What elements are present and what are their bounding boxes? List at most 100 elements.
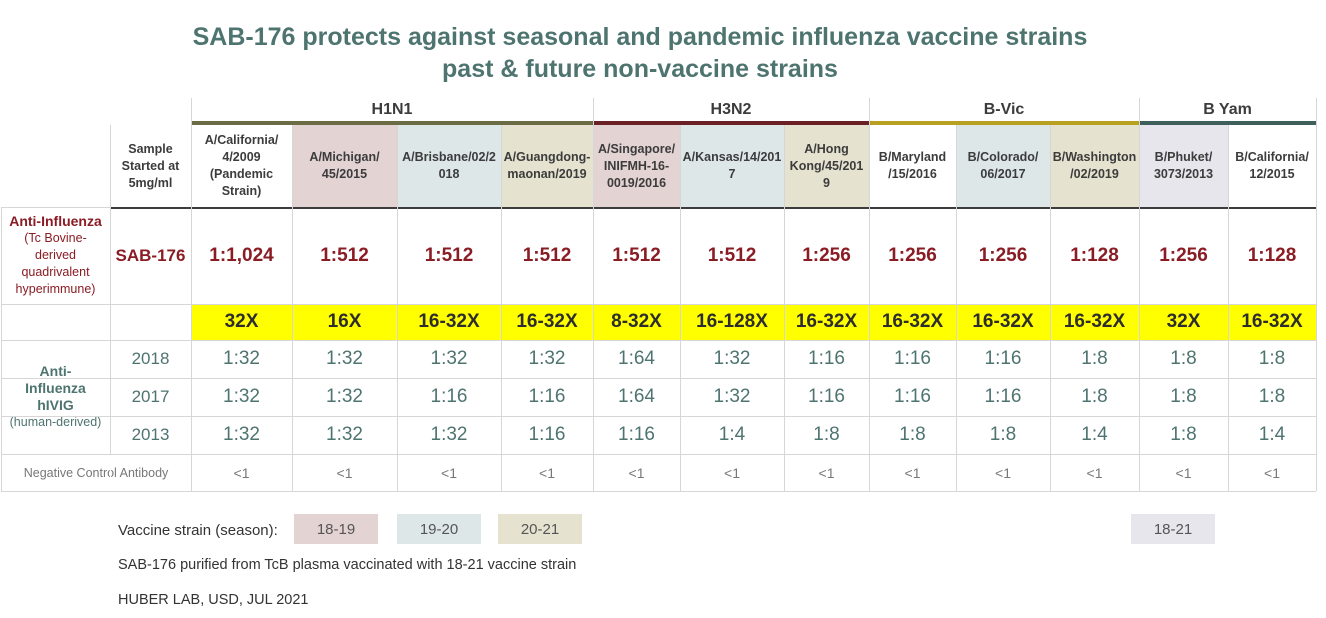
- sab176-titer: 1:256: [978, 244, 1028, 266]
- sab176-titer: 1:512: [320, 244, 369, 266]
- corner-header: Sample Started at 5mg/ml: [121, 141, 180, 190]
- strain-header-11: B/California/ 12/2015: [1235, 150, 1309, 181]
- hivig-titer: 1:4: [1081, 424, 1108, 445]
- hivig-titer: 1:32: [223, 386, 260, 407]
- hivig-titer: 1:64: [618, 348, 655, 369]
- fold-change: 32X: [191, 304, 292, 340]
- hivig-titer: 1:16: [430, 386, 468, 407]
- negative-titer: <1: [818, 464, 835, 481]
- hivig-titer: 1:32: [528, 348, 566, 369]
- hivig-titer: 1:32: [326, 424, 363, 445]
- fold-change: 16-32X: [501, 304, 593, 340]
- hivig-year-2018: 2018: [131, 349, 170, 368]
- hivig-titer: 1:32: [430, 348, 468, 369]
- hivig-titer: 1:8: [989, 424, 1017, 445]
- h-gridline-4: [1, 416, 1316, 417]
- hivig-titer: 1:8: [1258, 386, 1286, 407]
- hivig-year-2013: 2013: [131, 425, 170, 444]
- anti-influenza-label: Anti-Influenza (Tc Bovine-derived quadriv…: [1, 207, 110, 304]
- chart-title-line2: past & future non-vaccine strains: [442, 55, 838, 83]
- sab176-titer: 1:512: [522, 244, 572, 266]
- negative-titer: <1: [441, 464, 457, 481]
- hivig-titer: 1:16: [528, 386, 566, 407]
- v-gridline-5: [501, 125, 502, 491]
- group-underline-3: [1139, 121, 1316, 125]
- chart-title-line1: SAB-176 protects against seasonal and pa…: [192, 23, 1088, 51]
- h-gridline-6: [1, 491, 1316, 492]
- h-gridline-0: [110, 207, 1316, 209]
- footnote-lab: HUBER LAB, USD, JUL 2021: [118, 592, 309, 608]
- h-gridline-5: [1, 454, 1316, 455]
- strain-header-2: A/Brisbane/02/2 018: [397, 125, 501, 207]
- negative-titer: <1: [1175, 464, 1192, 481]
- sab176-titer: 1:512: [612, 244, 661, 266]
- v-gridline-0: [1, 207, 2, 491]
- legend-swatch-20-21: 20-21: [498, 514, 582, 544]
- hivig-subtitle: (human-derived): [9, 415, 102, 429]
- hivig-titer: 1:64: [618, 386, 655, 407]
- anti-influenza-title: Anti-Influenza: [9, 213, 102, 229]
- sab176-titer: 1:512: [424, 244, 474, 266]
- sab176-titer: 1:256: [888, 244, 937, 266]
- hivig-titer: 1:32: [430, 424, 468, 445]
- hivig-titer: 1:8: [1258, 348, 1286, 369]
- sab176-titer: 1:256: [1159, 244, 1208, 266]
- strain-header-5: A/Kansas/14/201 7: [680, 125, 784, 207]
- group-underline-0: [191, 121, 593, 125]
- fold-change: 32X: [1139, 304, 1228, 340]
- v-gridline-13: [1228, 125, 1229, 491]
- fold-change: 16-128X: [680, 304, 784, 340]
- h-gridline-3: [1, 378, 1316, 379]
- hivig-titer: 1:16: [808, 348, 845, 369]
- negative-titer: <1: [1264, 464, 1280, 481]
- hivig-titer: 1:16: [984, 348, 1022, 369]
- hivig-titer: 1:8: [813, 424, 840, 445]
- hivig-titer: 1:16: [894, 348, 931, 369]
- h-gridline-2: [1, 340, 1316, 341]
- group-header-b-vic: B-Vic: [983, 101, 1025, 118]
- hivig-titer: 1:8: [1170, 348, 1197, 369]
- v-gridline-14: [1316, 98, 1317, 491]
- group-underline-2: [869, 121, 1139, 125]
- sab176-titer: 1:256: [802, 244, 851, 266]
- hivig-titer: 1:16: [984, 386, 1022, 407]
- legend-label: Vaccine strain (season):: [118, 522, 278, 539]
- group-header-b-yam: B Yam: [1203, 101, 1252, 118]
- strain-header-0: A/California/ 4/2009 (Pandemic Strain): [204, 133, 279, 198]
- strain-header-6: A/Hong Kong/45/201 9: [784, 125, 869, 207]
- legend-swatch-19-20: 19-20: [397, 514, 481, 544]
- v-gridline-11: [1050, 125, 1051, 491]
- negative-titer: <1: [539, 464, 555, 481]
- strain-header-10: B/Phuket/ 3073/2013: [1139, 125, 1228, 207]
- strain-header-1: A/Michigan/ 45/2015: [292, 125, 397, 207]
- negative-titer: <1: [628, 464, 645, 481]
- negative-titer: <1: [724, 464, 740, 481]
- negative-titer: <1: [995, 464, 1011, 481]
- hivig-titer: 1:32: [713, 386, 751, 407]
- negative-titer: <1: [1086, 464, 1103, 481]
- sab176-titer: 1:128: [1247, 244, 1297, 266]
- sab176-label: SAB-176: [115, 245, 186, 265]
- hivig-titer: 1:8: [1081, 386, 1108, 407]
- negative-titer: <1: [336, 464, 353, 481]
- negative-titer: <1: [233, 464, 250, 481]
- hivig-titer: 1:8: [1170, 386, 1197, 407]
- hivig-titer: 1:32: [326, 348, 363, 369]
- v-gridline-1: [110, 125, 111, 491]
- legend-swatch-18-19: 18-19: [294, 514, 378, 544]
- hivig-titer: 1:16: [618, 424, 655, 445]
- fold-change: 16X: [292, 304, 397, 340]
- footnote-purification: SAB-176 purified from TcB plasma vaccina…: [118, 557, 577, 573]
- strain-header-3: A/Guangdong- maonan/2019: [501, 125, 593, 207]
- strain-header-9: B/Washington /02/2019: [1050, 125, 1139, 207]
- v-gridline-2: [191, 98, 192, 491]
- hivig-titer: 1:4: [718, 424, 746, 445]
- negative-control-label: Negative Control Antibody: [23, 465, 169, 480]
- fold-change: 8-32X: [593, 304, 680, 340]
- hivig-titer: 1:4: [1258, 424, 1286, 445]
- strain-header-8: B/Colorado/ 06/2017: [956, 125, 1050, 207]
- hivig-titer: 1:32: [223, 348, 260, 369]
- group-underline-1: [593, 121, 869, 125]
- v-gridline-6: [593, 98, 594, 491]
- v-gridline-9: [869, 98, 870, 491]
